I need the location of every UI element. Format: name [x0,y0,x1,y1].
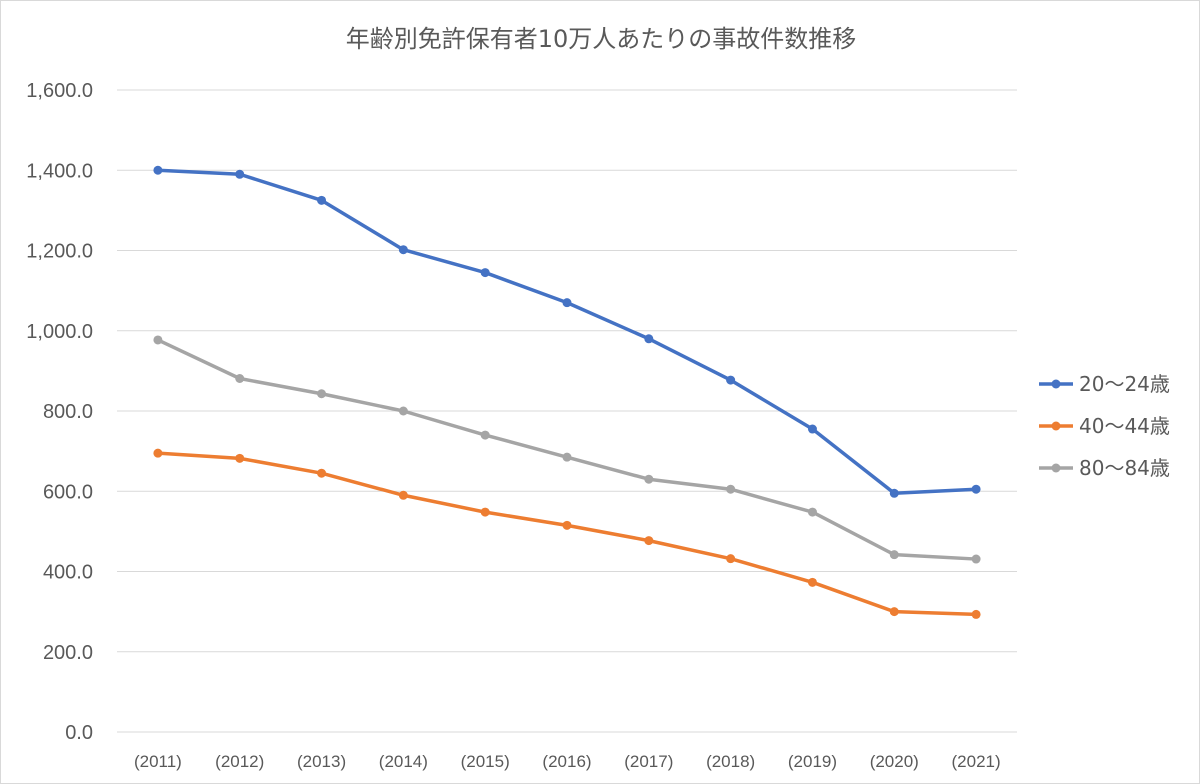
legend-swatch-marker [1051,379,1061,389]
x-tick-label: (2020) [870,752,919,771]
data-point [153,448,163,458]
y-tick-label: 200.0 [43,642,93,664]
data-point [726,375,736,385]
data-point [889,488,899,498]
y-tick-label: 800.0 [43,401,93,423]
y-tick-label: 600.0 [43,481,93,503]
data-point [644,474,654,484]
y-tick-label: 1,400.0 [26,160,93,182]
y-tick-label: 1,600.0 [26,80,93,102]
legend-swatch-marker [1051,463,1061,473]
legend-label: 40～44歳 [1079,414,1170,438]
series-1 [153,165,981,498]
legend-item: 80～84歳 [1039,456,1170,480]
data-point [235,373,245,383]
data-point [562,520,572,530]
data-point [971,609,981,619]
data-point [889,550,899,560]
data-point [480,430,490,440]
data-point [153,335,163,345]
data-point [317,195,327,205]
data-point [644,536,654,546]
chart-title: 年齢別免許保有者10万人あたりの事故件数推移 [346,25,857,53]
data-point [235,453,245,463]
data-point [807,424,817,434]
data-point [971,554,981,564]
y-axis-ticks: 0.0 200.0 400.0 600.0 800.0 1,000.0 1,200.0 1,4… [26,80,93,744]
data-point [235,169,245,179]
legend-item: 20～24歳 [1039,372,1170,396]
data-point [807,507,817,517]
data-point [644,334,654,344]
data-point [317,389,327,399]
x-tick-label: (2018) [706,752,755,771]
legend-swatch-marker [1051,421,1061,431]
data-point [398,406,408,416]
gridlines [117,89,1017,733]
y-tick-label: 0.0 [65,722,93,744]
y-tick-label: 1,000.0 [26,321,93,343]
y-tick-label: 400.0 [43,562,93,584]
series-line [156,168,978,496]
x-tick-label: (2015) [461,752,510,771]
data-point [807,577,817,587]
data-point [480,268,490,278]
series-3 [153,335,981,564]
x-tick-label: (2012) [215,752,264,771]
data-point [317,468,327,478]
legend-item: 40～44歳 [1039,414,1170,438]
data-point [153,165,163,175]
series-lines [153,165,981,619]
x-tick-label: (2017) [624,752,673,771]
legend: 20～24歳 40～44歳 80～84歳 [1039,372,1170,480]
data-point [562,298,572,308]
x-tick-label: (2021) [952,752,1001,771]
legend-label: 20～24歳 [1079,372,1170,396]
x-axis-ticks: (2011) (2012) (2013) (2014) (2015) (2016) (201… [134,752,1001,771]
data-point [480,507,490,517]
x-tick-label: (2014) [379,752,428,771]
x-tick-label: (2013) [297,752,346,771]
data-point [398,490,408,500]
x-tick-label: (2011) [134,752,182,771]
data-point [971,484,981,494]
series-2 [153,448,981,619]
legend-label: 80～84歳 [1079,456,1170,480]
data-point [726,484,736,494]
data-point [562,452,572,462]
data-point [398,245,408,255]
y-tick-label: 1,200.0 [26,241,93,263]
x-tick-label: (2019) [788,752,837,771]
data-point [726,554,736,564]
x-tick-label: (2016) [542,752,591,771]
data-point [889,607,899,617]
